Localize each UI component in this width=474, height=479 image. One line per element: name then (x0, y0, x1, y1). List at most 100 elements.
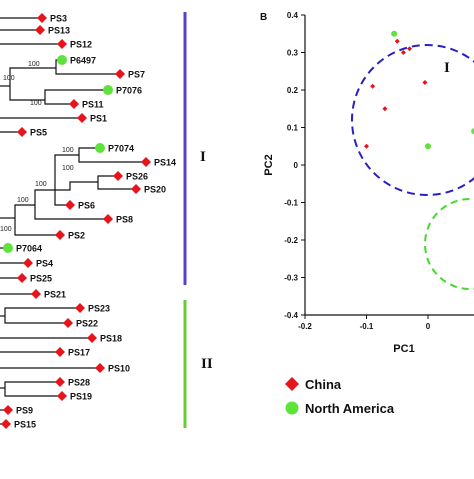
leaf-label: P7064 (16, 244, 42, 254)
china-leaf-marker (35, 25, 45, 35)
china-leaf-marker (17, 127, 27, 137)
y-axis-title: PC2 (263, 154, 275, 175)
china-point (364, 143, 369, 149)
pca-group-i-ellipse (351, 44, 474, 196)
north-america-point (471, 128, 474, 135)
y-tick-label: -0.1 (284, 199, 298, 208)
china-leaf-marker (77, 113, 87, 123)
leaf-label: PS14 (154, 158, 176, 168)
leaf-label: PS11 (82, 100, 104, 110)
china-point (370, 83, 376, 89)
leaf-label: PS9 (16, 406, 33, 416)
leaf-label: PS25 (30, 274, 52, 284)
y-tick-label: 0.3 (287, 49, 299, 58)
leaf-label: PS8 (116, 215, 133, 225)
bootstrap-value: 100 (62, 147, 74, 154)
leaf-label: PS15 (14, 420, 36, 430)
china-leaf-marker (115, 69, 125, 79)
leaf-label: PS2 (68, 231, 85, 241)
china-leaf-marker (23, 258, 33, 268)
leaf-label: PS4 (36, 259, 53, 269)
china-leaf-marker (113, 171, 123, 181)
bootstrap-value: 100 (3, 75, 15, 82)
china-leaf-marker (69, 99, 79, 109)
china-leaf-marker (55, 347, 65, 357)
leaf-label: PS6 (78, 201, 95, 211)
leaf-label: PS1 (90, 114, 107, 124)
north-america-point (391, 30, 398, 37)
china-point (400, 50, 406, 55)
china-leaf-marker (37, 13, 47, 23)
leaf-label: PS19 (70, 392, 92, 402)
china-leaf-marker (31, 289, 41, 299)
leaf-label: PS5 (30, 128, 47, 138)
leaf-label: PS22 (76, 319, 98, 329)
china-point (394, 38, 400, 44)
china-leaf-marker (95, 363, 105, 373)
leaf-label: PS3 (50, 14, 67, 24)
x-tick-label: -0.2 (298, 322, 312, 331)
legend-north-america-label: North America (305, 401, 395, 416)
north-america-leaf-marker (103, 85, 113, 95)
china-leaf-marker (17, 273, 27, 283)
y-tick-label: 0.4 (287, 11, 299, 20)
north-america-leaf-marker (3, 243, 13, 253)
panel-b-label: B (260, 12, 267, 23)
pca-group-ii-ellipse (424, 198, 474, 290)
pca-plot: 0.40.30.20.10-0.1-0.2-0.3-0.4-0.2 -0.1 0 I (284, 11, 474, 331)
x-axis-title: PC1 (393, 343, 414, 355)
north-america-leaf-marker (95, 143, 105, 153)
china-point (407, 46, 413, 52)
bootstrap-values: 100 100 100 100 100 100 100 100 (0, 61, 74, 233)
phylogenetic-tree (0, 17, 146, 425)
bootstrap-value: 100 (35, 181, 47, 188)
north-america-point (425, 143, 431, 150)
pca-group-label-i: I (444, 60, 450, 76)
y-tick-label: -0.2 (284, 236, 298, 245)
legend: China North America (285, 377, 395, 416)
clade-label-ii: II (201, 356, 213, 372)
china-leaf-marker (55, 377, 65, 387)
leaf-label: PS12 (70, 40, 92, 50)
bootstrap-value: 100 (17, 197, 29, 204)
y-tick-label: -0.4 (284, 311, 298, 320)
leaf-label: PS26 (126, 172, 148, 182)
x-tick-label: 0 (426, 322, 431, 331)
legend-china-marker (285, 377, 299, 391)
china-leaf-marker (131, 184, 141, 194)
leaf-label: PS18 (100, 334, 122, 344)
china-leaf-marker (57, 39, 67, 49)
china-leaf-marker (3, 405, 13, 415)
leaf-label: P7074 (108, 144, 134, 154)
china-leaf-marker (103, 214, 113, 224)
leaf-label: PS13 (48, 26, 70, 36)
clade-label-i: I (200, 149, 206, 165)
leaf-label: P7076 (116, 86, 142, 96)
legend-china-label: China (305, 377, 342, 392)
x-tick-label: -0.1 (360, 322, 374, 331)
bootstrap-value: 100 (0, 226, 12, 233)
y-tick-label: -0.3 (284, 274, 298, 283)
china-leaf-marker (63, 318, 73, 328)
bootstrap-value: 100 (28, 61, 40, 68)
leaf-label: PS10 (108, 364, 130, 374)
y-tick-label: 0 (294, 161, 299, 170)
north-america-leaf-marker (57, 55, 67, 65)
leaf-label: PS17 (68, 348, 90, 358)
bootstrap-value: 100 (62, 165, 74, 172)
china-leaf-marker (87, 333, 97, 343)
y-tick-label: 0.2 (287, 86, 299, 95)
china-point (422, 80, 428, 85)
china-leaf-marker (65, 200, 75, 210)
china-leaf-marker (1, 419, 11, 429)
leaf-label: PS23 (88, 304, 110, 314)
leaf-label: PS21 (44, 290, 66, 300)
leaf-label: P6497 (70, 56, 96, 66)
leaf-label: PS28 (68, 378, 90, 388)
legend-north-america-marker (285, 401, 299, 415)
leaf-label: PS20 (144, 185, 166, 195)
china-leaf-marker (55, 230, 65, 240)
